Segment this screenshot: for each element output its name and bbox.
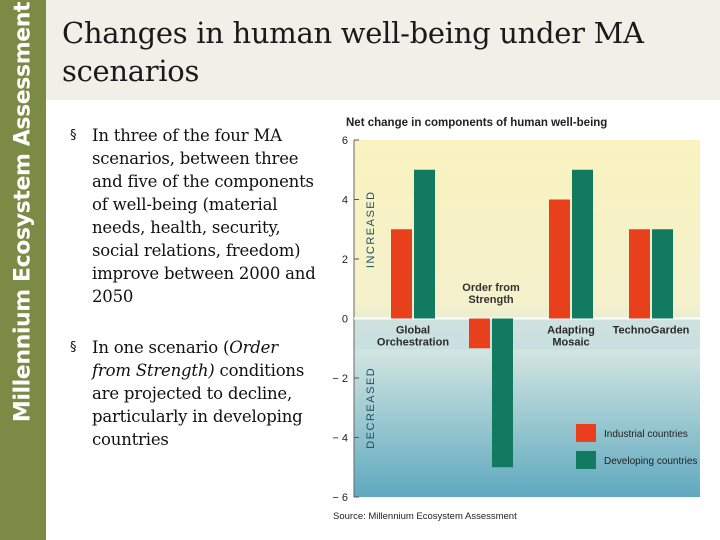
category-label: Mosaic xyxy=(552,337,589,349)
bar-developing-4 xyxy=(652,229,673,319)
zero-band xyxy=(354,319,700,350)
bullet-text: In three of the four MA scenarios, betwe… xyxy=(92,126,316,306)
chart-source: Source: Millennium Ecosystem Assessment xyxy=(333,511,517,522)
slide-title: Changes in human well-being under MA sce… xyxy=(62,16,644,88)
bullet-marker-icon: § xyxy=(70,340,77,355)
legend-swatch-developing xyxy=(576,451,596,469)
category-label: Strength xyxy=(468,294,514,306)
category-label: Orchestration xyxy=(377,337,449,349)
category-label: Global xyxy=(396,325,430,337)
bar-industrial-4 xyxy=(629,229,650,319)
header-band xyxy=(46,0,720,100)
y-label-increased: INCREASED xyxy=(365,190,377,268)
bullet-text-before: In one scenario ( xyxy=(92,338,230,357)
y-label-decreased: DECREASED xyxy=(365,367,377,449)
y-tick-label: 6 xyxy=(342,135,348,147)
bar-industrial-3 xyxy=(549,199,570,319)
y-tick-label: − 4 xyxy=(332,433,348,445)
bullet-text-italic: Order from Strength) xyxy=(92,338,278,380)
y-tick-label: − 6 xyxy=(332,492,348,504)
sidebar: Millennium Ecosystem Assessment xyxy=(0,0,46,540)
category-label: Order from xyxy=(462,282,520,294)
y-tick-label: 4 xyxy=(342,195,348,207)
legend-label: Industrial countries xyxy=(604,429,688,440)
bar-developing-1 xyxy=(414,169,435,319)
legend-swatch-industrial xyxy=(576,424,596,442)
sidebar-org-name: Millennium Ecosystem Assessment xyxy=(10,1,36,423)
bar-developing-3 xyxy=(572,169,593,319)
y-tick-label: 0 xyxy=(342,314,348,326)
legend-label: Developing countries xyxy=(604,456,697,467)
bar-developing-2 xyxy=(492,318,513,468)
well-being-chart: Net change in components of human well-b… xyxy=(332,117,700,522)
bullet-list: § In three of the four MA scenarios, bet… xyxy=(70,124,316,451)
bullet-item-2: § In one scenario (Order from Strength) … xyxy=(70,336,316,451)
chart-title: Net change in components of human well-b… xyxy=(346,117,607,129)
category-label: TechnoGarden xyxy=(613,325,690,337)
bullet-marker-icon: § xyxy=(70,128,77,143)
bullet-item-1: § In three of the four MA scenarios, bet… xyxy=(70,124,316,308)
y-tick-label: 2 xyxy=(342,254,348,266)
y-tick-label: − 2 xyxy=(332,373,348,385)
bar-industrial-1 xyxy=(391,229,412,319)
category-label: Adapting xyxy=(547,325,595,337)
bullet-text-after: conditions are projected to decline, par… xyxy=(92,361,305,449)
bar-industrial-2 xyxy=(469,318,490,349)
